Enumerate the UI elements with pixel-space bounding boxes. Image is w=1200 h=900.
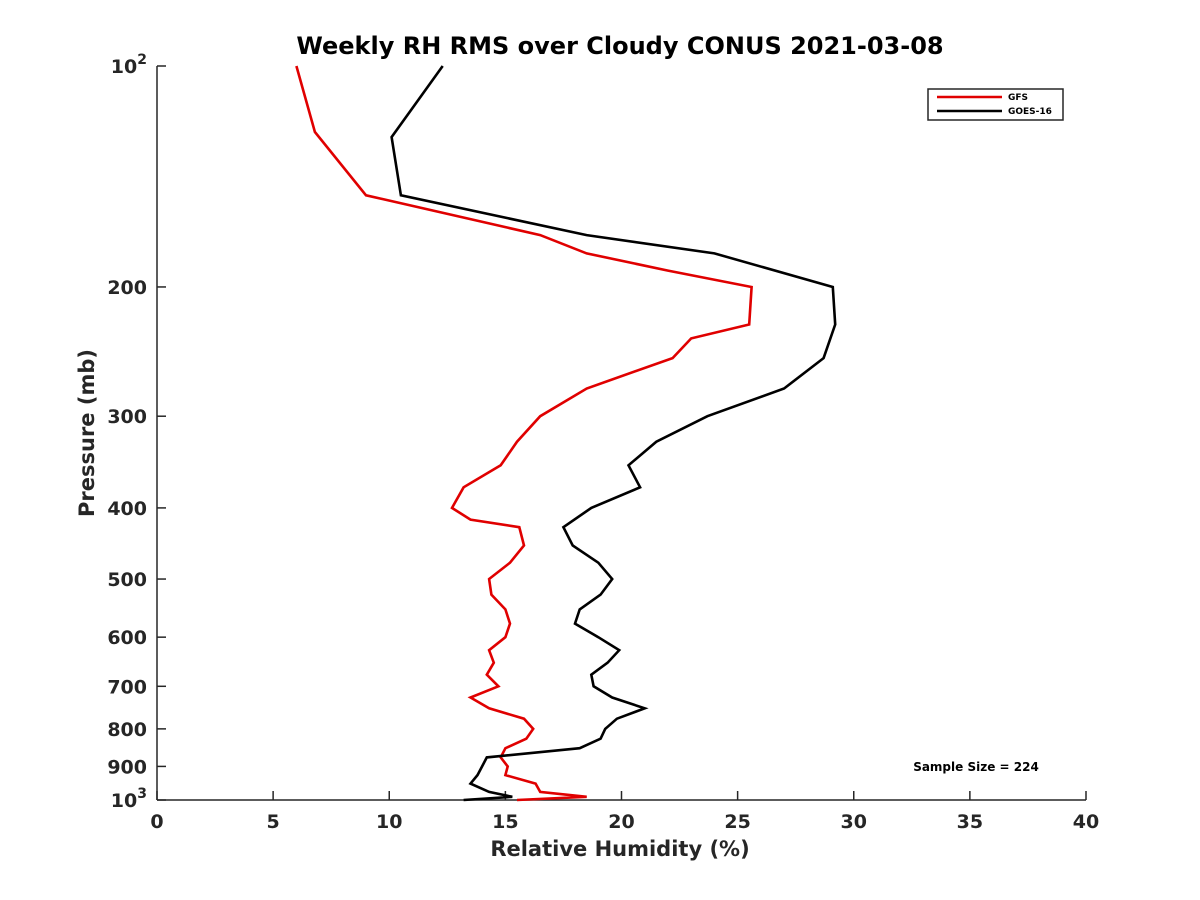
y-tick-label: 500 bbox=[107, 569, 147, 591]
plot-area bbox=[156, 66, 1086, 801]
x-tick-label: 35 bbox=[957, 811, 983, 833]
x-tick-label: 5 bbox=[267, 811, 280, 833]
series-line-gfs bbox=[295, 65, 753, 802]
x-tick-label: 25 bbox=[724, 811, 750, 833]
x-tick-label: 15 bbox=[492, 811, 518, 833]
y-tick-label: 400 bbox=[107, 498, 147, 520]
x-tick-label: 40 bbox=[1073, 811, 1099, 833]
legend-label: GOES-16 bbox=[1008, 107, 1052, 117]
y-tick-label: 800 bbox=[107, 719, 147, 741]
series-layer bbox=[295, 65, 837, 802]
x-axis-label: Relative Humidity (%) bbox=[490, 837, 749, 861]
y-tick-label: 300 bbox=[107, 406, 147, 428]
y-tick-label: 200 bbox=[107, 277, 147, 299]
x-axis-ticks: 0 5 10 15 20 25 30 35 40 bbox=[150, 791, 1099, 833]
y-tick-label: 700 bbox=[107, 676, 147, 698]
x-tick-label: 20 bbox=[608, 811, 634, 833]
x-tick-label: 0 bbox=[150, 811, 163, 833]
legend: GFS GOES-16 bbox=[927, 88, 1064, 121]
y-tick-label: 900 bbox=[107, 756, 147, 778]
x-tick-label: 10 bbox=[376, 811, 402, 833]
y-tick-label: 103 bbox=[111, 786, 147, 812]
y-axis-ticks: 102 200 300 400 500 600 700 800 900 103 bbox=[107, 52, 166, 812]
chart-title: Weekly RH RMS over Cloudy CONUS 2021-03-… bbox=[296, 32, 943, 60]
y-tick-label: 102 bbox=[111, 52, 147, 78]
y-tick-label: 600 bbox=[107, 627, 147, 649]
y-axis-label: Pressure (mb) bbox=[75, 349, 99, 517]
legend-box bbox=[927, 88, 1064, 121]
series-line-goes-16 bbox=[390, 65, 837, 802]
sample-size-annotation: Sample Size = 224 bbox=[913, 760, 1039, 774]
legend-items: GFS GOES-16 bbox=[937, 93, 1052, 117]
x-tick-label: 30 bbox=[841, 811, 867, 833]
legend-label: GFS bbox=[1008, 93, 1028, 103]
